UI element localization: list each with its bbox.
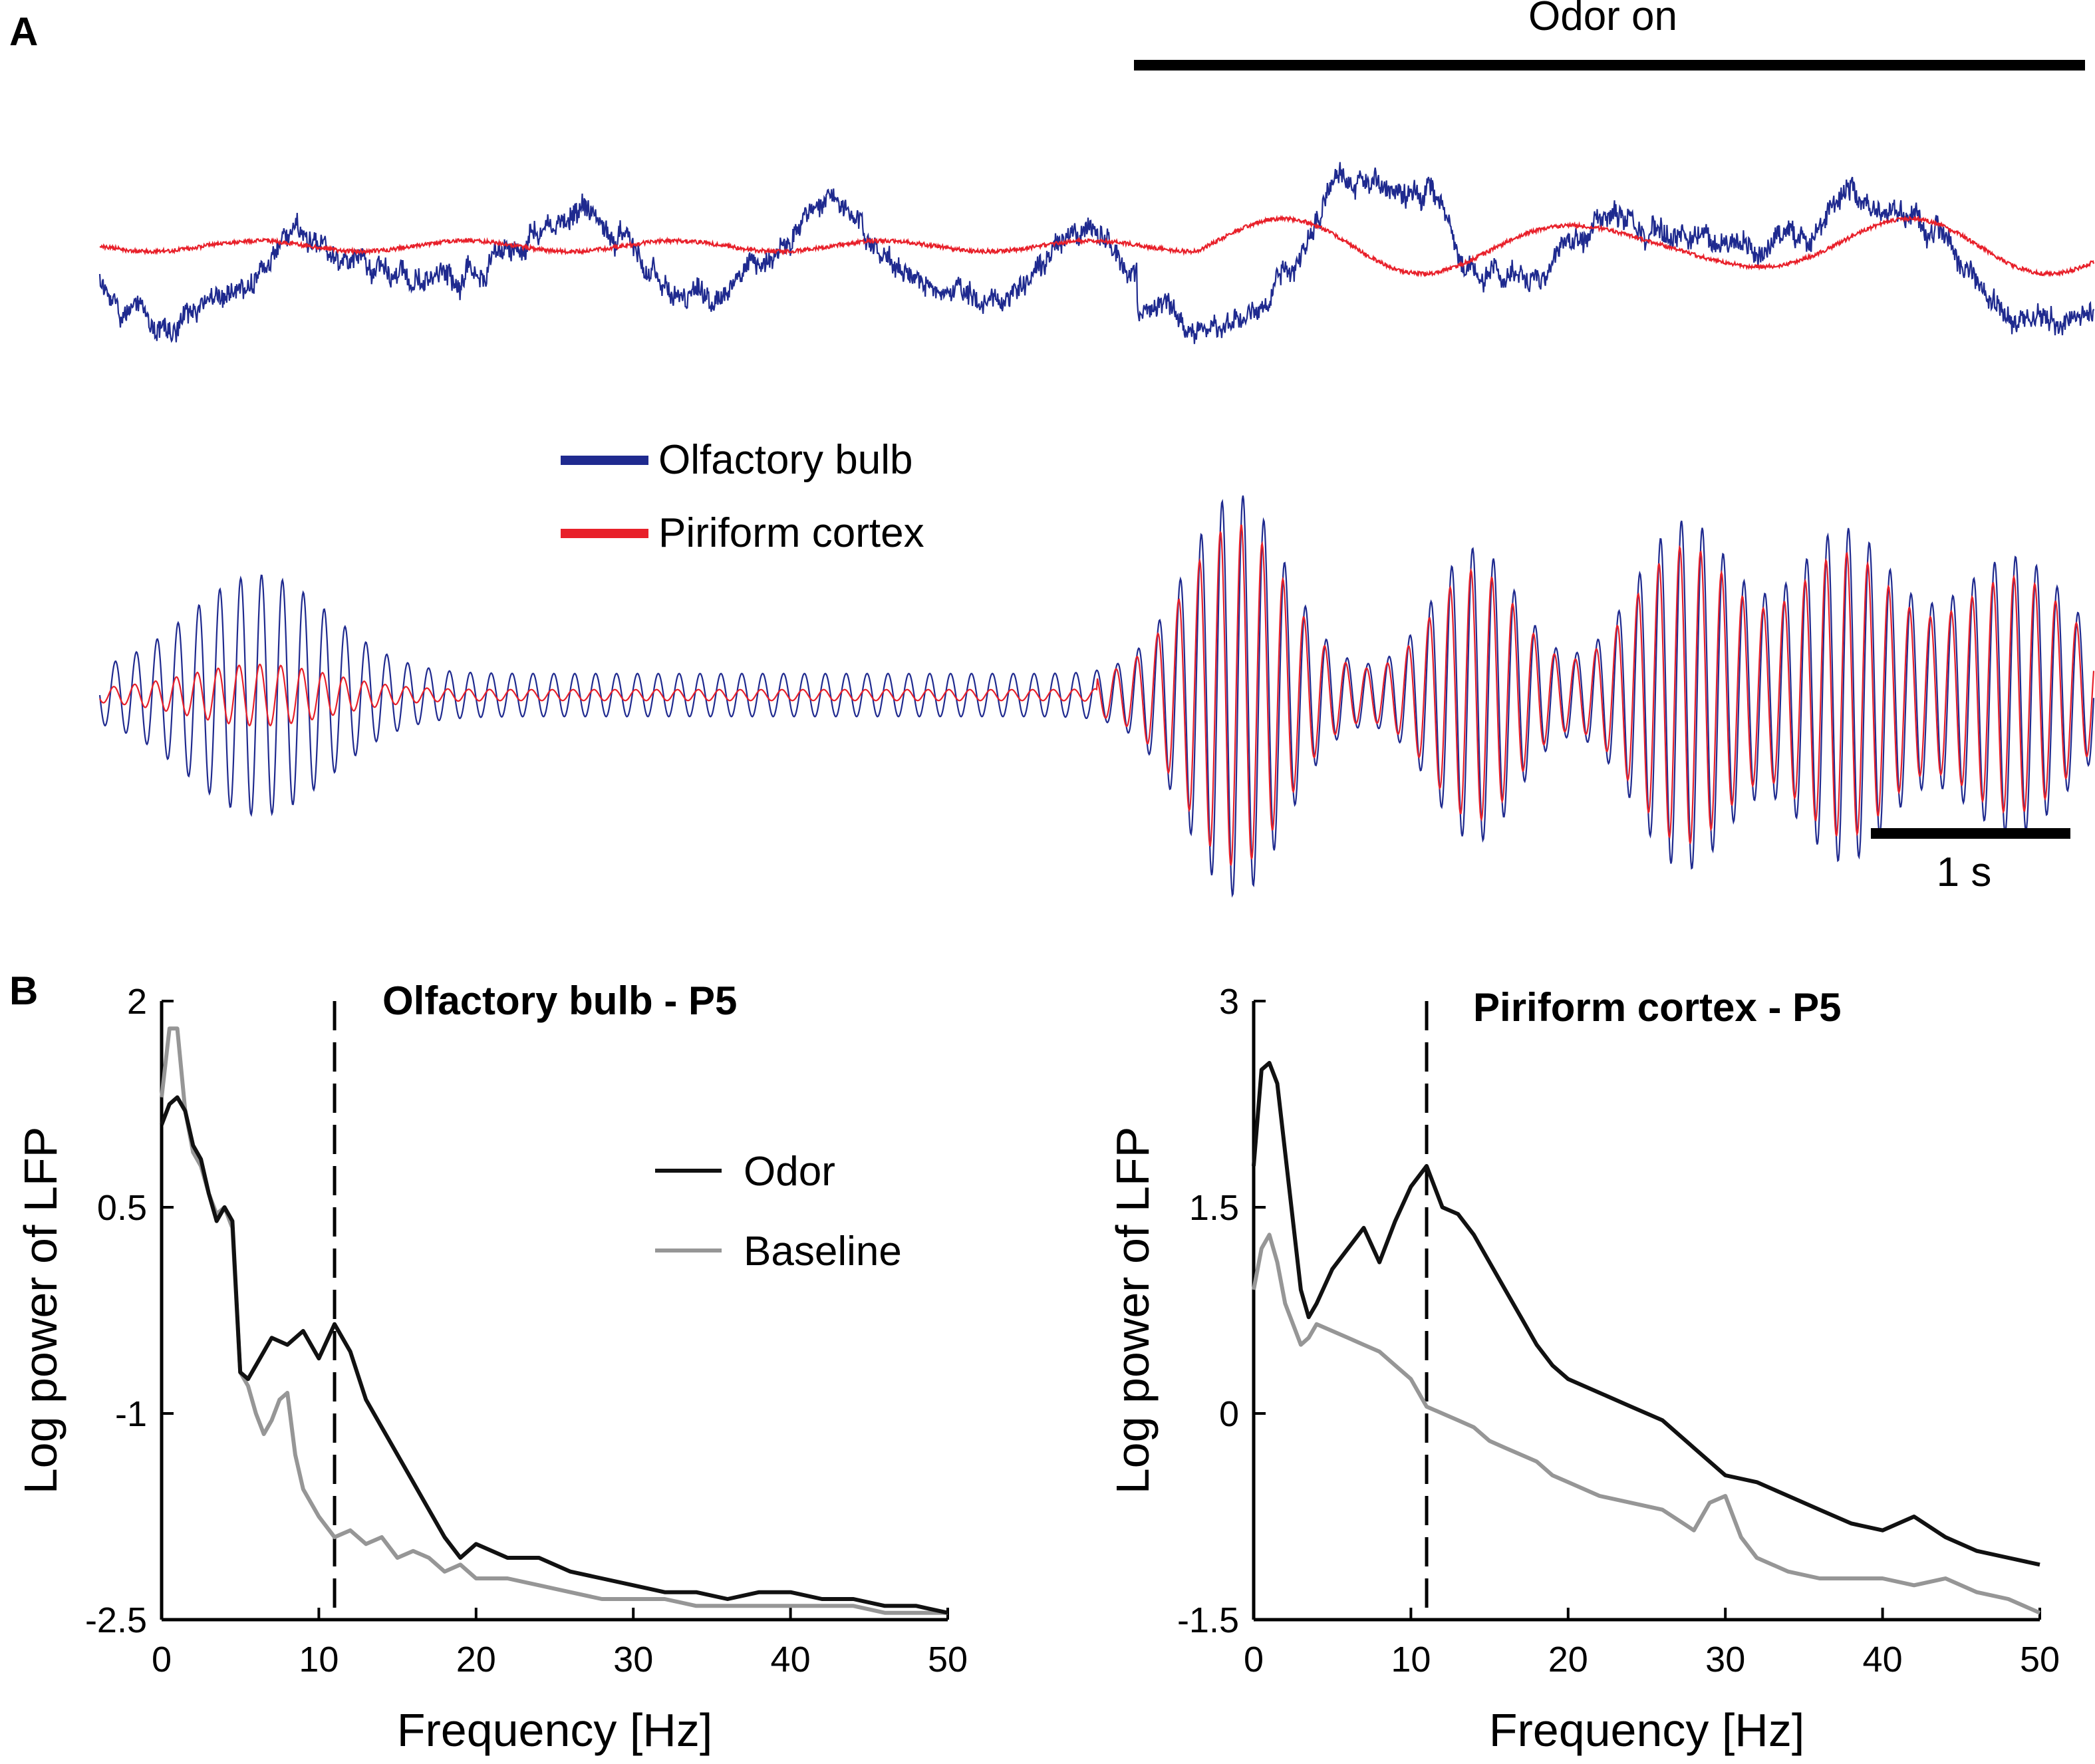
filtered-trace-piriform-cortex (99, 524, 2095, 866)
x-tick-label: 20 (1548, 1640, 1588, 1680)
x-tick-label: 40 (1863, 1640, 1903, 1680)
x-tick-label: 30 (613, 1640, 653, 1680)
y-axis-label: Log power of LFP (1107, 1127, 1159, 1495)
x-axis-label: Frequency [Hz] (397, 1704, 713, 1756)
series-line-baseline (160, 1026, 948, 1615)
legend-label-olfactory-bulb: Olfactory bulb (658, 437, 913, 483)
y-tick-label: 0 (1219, 1394, 1239, 1434)
trace-legend: Olfactory bulb Piriform cortex (561, 437, 924, 556)
x-tick-label: 50 (928, 1640, 968, 1680)
raw-trace-piriform-cortex (99, 214, 2095, 278)
raw-traces (98, 162, 2095, 345)
x-tick-label: 10 (1391, 1640, 1431, 1680)
x-tick-label: 10 (299, 1640, 339, 1680)
filtered-trace-olfactory-bulb (98, 495, 2095, 898)
y-tick-label: 1.5 (1189, 1188, 1239, 1228)
x-tick-label: 0 (1244, 1640, 1264, 1680)
x-tick-label: 20 (456, 1640, 496, 1680)
y-tick-label: -1 (115, 1394, 147, 1434)
filtered-traces (98, 495, 2095, 898)
odor-on-label: Odor on (1528, 0, 1677, 39)
x-axis-label: Frequency [Hz] (1489, 1704, 1805, 1756)
series-line-odor (160, 1095, 948, 1615)
legend-label-piriform-cortex: Piriform cortex (658, 510, 924, 556)
y-tick-label: -2.5 (85, 1600, 147, 1640)
legend-label-odor: Odor (744, 1149, 835, 1195)
x-tick-label: 30 (1705, 1640, 1745, 1680)
x-tick-label: 0 (152, 1640, 172, 1680)
panel-a-letter: A (9, 9, 38, 54)
series-line-odor (1252, 1061, 2040, 1567)
x-tick-label: 50 (2020, 1640, 2060, 1680)
legend-label-baseline: Baseline (744, 1229, 902, 1274)
raw-trace-olfactory-bulb (98, 162, 2095, 345)
y-tick-label: 0.5 (97, 1188, 147, 1228)
series-line-baseline (1252, 1233, 2041, 1615)
chart-title: Olfactory bulb - P5 (382, 978, 737, 1023)
panel-b-letter: B (9, 968, 38, 1013)
scale-bar-label: 1 s (1937, 849, 1992, 895)
x-tick-label: 40 (771, 1640, 811, 1680)
y-tick-label: 3 (1219, 982, 1239, 1022)
y-tick-label: 2 (127, 982, 147, 1022)
y-tick-label: -1.5 (1177, 1600, 1239, 1640)
y-axis-label: Log power of LFP (15, 1127, 67, 1495)
chart-title: Piriform cortex - P5 (1473, 985, 1842, 1030)
olfactory-bulb-psd-plot: 0 10 20 30 40 50 2 0.5 -1 -2.5 Frequency [Hz] Log p… (15, 978, 968, 1756)
